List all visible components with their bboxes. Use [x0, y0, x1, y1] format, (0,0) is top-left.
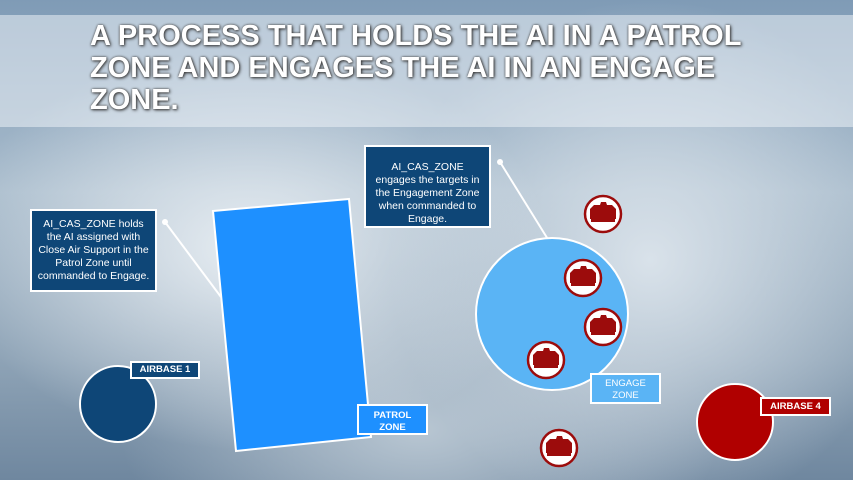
engage-zone-label: ENGAGE ZONE — [590, 373, 661, 404]
tank-icon — [583, 307, 623, 347]
airbase-4-label: AIRBASE 4 — [760, 397, 831, 416]
engage-connector — [499, 161, 550, 242]
engage-callout: AI_CAS_ZONE engages the targets in the E… — [364, 145, 491, 228]
patrol-connector — [164, 221, 222, 298]
tank-icon — [563, 258, 603, 298]
tank-icon — [539, 428, 579, 468]
patrol-callout: AI_CAS_ZONE holds the AI assigned with C… — [30, 209, 157, 292]
airbase-4 — [696, 383, 774, 461]
engage-connector-dot — [497, 159, 503, 165]
title-band — [0, 15, 853, 127]
patrol-zone — [211, 197, 373, 453]
airbase-1-label: AIRBASE 1 — [130, 361, 200, 379]
patrol-zone-label: PATROL ZONE — [357, 404, 428, 435]
patrol-connector-dot — [162, 219, 168, 225]
slide-title: A PROCESS THAT HOLDS THE AI IN A PATROL … — [90, 20, 741, 116]
airbase-1 — [79, 365, 157, 443]
tank-icon — [583, 194, 623, 234]
tank-icon — [526, 340, 566, 380]
